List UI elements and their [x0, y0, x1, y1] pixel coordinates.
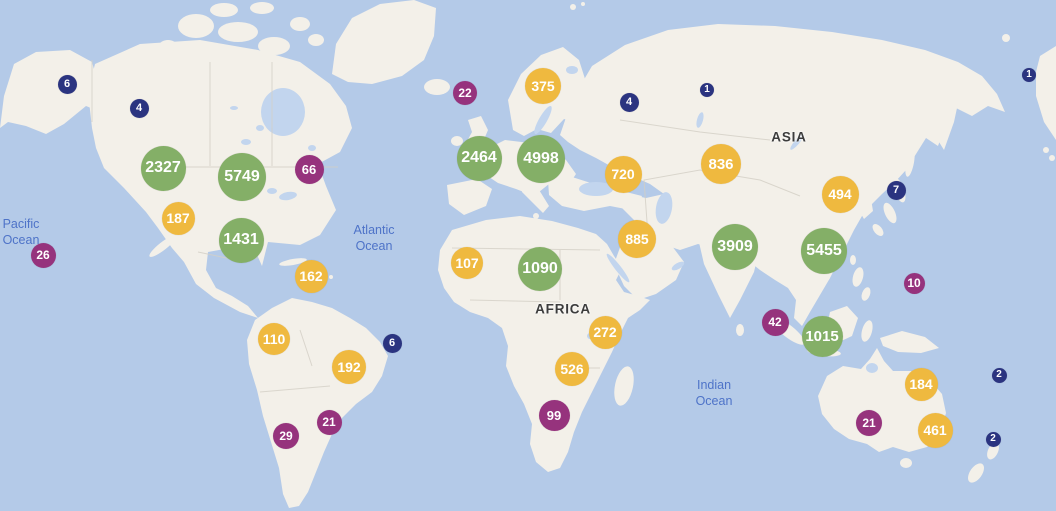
cluster-marker[interactable]: 10 [903, 272, 925, 294]
landmass-africa [438, 216, 650, 472]
cluster-marker[interactable]: 2 [985, 431, 1001, 447]
cluster-marker[interactable]: 526 [555, 352, 589, 386]
landmass-new-zealand [987, 442, 999, 460]
cluster-marker[interactable]: 107 [451, 247, 483, 279]
red-sea [606, 253, 630, 283]
cluster-marker[interactable]: 4998 [517, 135, 565, 183]
cluster-marker[interactable]: 42 [761, 308, 789, 336]
cluster-marker[interactable]: 7 [886, 180, 906, 200]
cluster-marker[interactable]: 4 [129, 98, 149, 118]
cluster-marker[interactable]: 6 [382, 333, 402, 353]
cluster-marker[interactable]: 2 [991, 367, 1007, 383]
caspian-sea [655, 192, 673, 224]
cluster-marker[interactable]: 461 [917, 412, 953, 448]
cluster-marker[interactable]: 21 [856, 410, 882, 436]
cluster-marker[interactable]: 720 [604, 155, 642, 193]
cluster-marker[interactable]: 1 [1022, 68, 1036, 82]
cluster-marker[interactable]: 1090 [518, 247, 562, 291]
cluster-marker[interactable]: 22 [453, 81, 477, 105]
cluster-marker[interactable]: 66 [294, 154, 324, 184]
cluster-marker[interactable]: 192 [332, 350, 366, 384]
cluster-marker[interactable]: 1015 [801, 315, 843, 357]
cluster-marker[interactable]: 1 [700, 83, 714, 97]
cluster-marker[interactable]: 162 [294, 259, 328, 293]
cluster-marker[interactable]: 26 [30, 242, 56, 268]
cluster-marker[interactable]: 4 [619, 92, 639, 112]
cluster-marker[interactable]: 5455 [801, 228, 847, 274]
cluster-marker[interactable]: 99 [538, 399, 570, 431]
cluster-marker[interactable]: 184 [904, 367, 938, 401]
cluster-marker[interactable]: 2327 [140, 145, 186, 191]
cluster-marker[interactable]: 375 [525, 68, 561, 104]
lake-baikal [790, 134, 804, 150]
cluster-marker[interactable]: 836 [701, 144, 741, 184]
cluster-marker[interactable]: 272 [588, 315, 622, 349]
cluster-marker[interactable]: 29 [273, 423, 299, 449]
landmass-new-guinea [880, 331, 939, 353]
cluster-marker[interactable]: 2464 [456, 135, 502, 181]
landmass-alaska [0, 50, 112, 134]
cluster-marker[interactable]: 110 [258, 323, 290, 355]
black-sea [579, 182, 613, 196]
landmass-madagascar [614, 366, 634, 406]
cluster-marker[interactable]: 5749 [218, 153, 266, 201]
cluster-marker[interactable]: 6 [57, 74, 77, 94]
baltic-sea [534, 106, 552, 134]
cluster-marker[interactable]: 494 [821, 175, 859, 213]
cluster-marker[interactable]: 885 [618, 220, 656, 258]
landmass-kamchatka [934, 78, 960, 150]
landmass-iceland [424, 79, 450, 95]
cluster-marker[interactable]: 187 [161, 201, 195, 235]
cluster-marker[interactable]: 21 [316, 409, 342, 435]
cluster-marker[interactable]: 1431 [218, 217, 264, 263]
landmass-greenland [332, 0, 436, 84]
landmass-asia [560, 24, 1005, 326]
cluster-marker[interactable]: 3909 [712, 224, 758, 270]
landmass-iberia [447, 179, 492, 215]
